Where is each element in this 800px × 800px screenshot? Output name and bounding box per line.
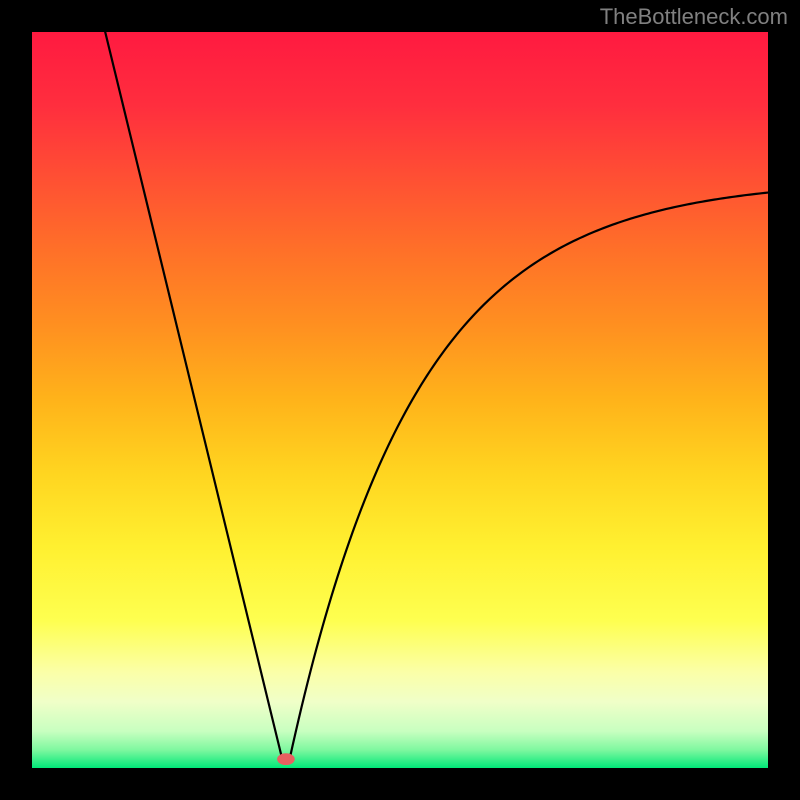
plot-background — [32, 32, 768, 768]
chart-svg — [0, 0, 800, 800]
watermark-text: TheBottleneck.com — [600, 4, 788, 30]
minimum-marker — [277, 753, 295, 765]
